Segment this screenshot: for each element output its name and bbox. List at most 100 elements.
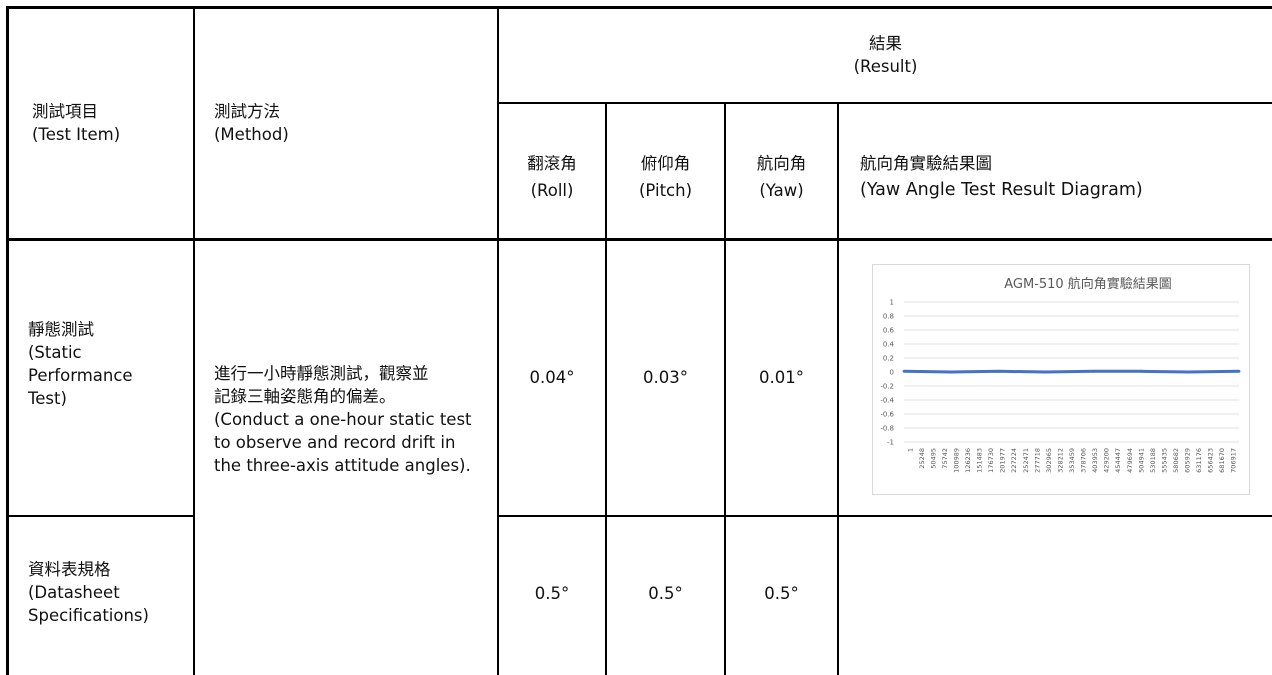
chart-y-tick-label: 0.2 [883,355,894,363]
chart-point [1139,369,1143,373]
chart-y-tick-label: 0.4 [883,341,895,349]
chart-x-tick-label: 479694 [1126,448,1134,473]
row-static-yaw: 0.01° [759,368,804,387]
table-border-left [6,6,9,675]
chart-y-tick-label: 0.6 [883,327,895,335]
header-diagram-en: (Yaw Angle Test Result Diagram) [860,180,1143,200]
header-roll-zh: 翻滾角 [527,154,577,173]
chart-y-tick-label: -0.6 [880,411,894,419]
row-datasheet-yaw: 0.5° [764,584,799,603]
chart-x-tick-label: 302965 [1045,448,1053,473]
row-static-item-en-1: (Static [28,343,82,362]
col-divider-1 [193,6,195,675]
chart-point [902,369,906,373]
chart-x-tick-label: 580682 [1172,448,1180,473]
chart-x-tick-label: 530188 [1149,448,1157,473]
chart-x-tick-label: 75742 [941,448,949,469]
chart-x-tick-label: 50495 [929,448,937,469]
header-roll-en: (Roll) [530,181,574,200]
header-yaw: 航向角 (Yaw) [726,150,837,204]
chart-point [1186,370,1190,374]
col-divider-2 [497,6,499,675]
header-method-zh: 測試方法 [214,102,280,121]
header-result-zh: 結果 [869,34,902,53]
chart-x-tick-label: 631176 [1195,448,1203,473]
header-diagram: 航向角實驗結果圖 (Yaw Angle Test Result Diagram) [860,150,1265,204]
chart-y-tick-label: -0.4 [880,397,894,405]
chart-y-tick-label: -1 [887,439,894,447]
chart-y-tick-label: -0.2 [880,383,894,391]
chart-x-tick-label: 252471 [1022,448,1030,473]
col-divider-5 [837,103,839,675]
result-divider [497,102,1272,104]
row-datasheet-roll: 0.5° [534,584,570,603]
chart-y-tick-label: 0.8 [883,313,894,321]
chart-point [1237,369,1241,373]
header-test-item-zh: 測試項目 [32,102,98,121]
chart-x-tick-label: 201977 [999,448,1007,473]
chart-x-tick-label: 656423 [1207,448,1215,473]
header-pitch: 俯仰角 (Pitch) [607,150,724,204]
chart-point [1092,369,1095,373]
row-divider-left [6,515,194,517]
chart-x-tick-label: 1 [906,448,914,452]
row-datasheet-item: 資料表規格 (Datasheet Specifications) [28,558,193,627]
chart-x-tick-label: 454447 [1114,448,1122,473]
chart-x-tick-label: 100989 [952,448,960,473]
chart-x-tick-label: 277718 [1033,448,1041,473]
row-datasheet-item-en-1: (Datasheet [28,583,120,602]
chart-point [997,369,1001,373]
row-static-item: 靜態測試 (Static Performance Test) [28,318,190,410]
chart-series-line [903,369,1240,374]
chart-x-tick-label: 504941 [1137,448,1145,473]
chart-point [1044,370,1048,374]
yaw-angle-chart: AGM-510 航向角實驗結果圖 1 0.8 0.6 0.4 0.2 0 -0.2 -0.4 -… [872,264,1250,495]
row-datasheet-item-zh: 資料表規格 [28,560,111,579]
col-divider-3 [605,103,607,675]
header-test-item: 測試項目 (Test Item) [18,100,188,146]
header-result-en: (Result) [853,57,918,76]
row-datasheet-item-en-2: Specifications) [28,606,149,625]
header-yaw-zh: 航向角 [756,154,807,173]
header-pitch-zh: 俯仰角 [640,154,691,173]
method-zh-1: 進行一小時靜態測試，觀察並 [214,364,429,383]
row-static-item-zh: 靜態測試 [28,320,94,339]
header-method: 測試方法 (Method) [214,100,484,146]
chart-x-tick-label: 681670 [1218,448,1226,473]
chart-x-tick-label: 25248 [918,448,926,469]
header-yaw-en: (Yaw) [759,181,804,200]
chart-x-tick-label: 706917 [1230,448,1238,473]
row-static-item-en-2: Performance [28,366,133,385]
chart-x-tick-label: 227224 [1010,448,1018,473]
chart-frame [872,264,1250,495]
chart-y-tick-label: 1 [890,299,894,307]
chart-x-tick-label: 605929 [1184,448,1192,473]
chart-x-tick-label: 353459 [1068,448,1076,473]
chart-x-tick-label: 151483 [976,448,984,473]
chart-x-tick-label: 176730 [987,448,995,473]
chart-x-tick-label: 429200 [1103,448,1111,473]
row-datasheet-pitch: 0.5° [648,584,683,603]
method-description: 進行一小時靜態測試，觀察並 記錄三軸姿態角的偏差。 (Conduct a one… [214,362,486,477]
header-method-en: (Method) [214,125,289,144]
row-static-pitch: 0.03° [643,368,688,387]
row-static-roll: 0.04° [529,368,575,387]
chart-x-tick-label: 126236 [964,448,972,473]
chart-x-tick-label: 555435 [1160,448,1168,473]
method-zh-2: 記錄三軸姿態角的偏差。 [214,387,396,406]
chart-point [949,370,953,374]
row-static-item-en-3: Test) [28,389,67,408]
header-test-item-en: (Test Item) [32,125,121,144]
col-divider-4 [724,103,726,675]
chart-y-tick-label: -0.8 [880,425,894,433]
table-border-top [6,6,1272,9]
method-en: (Conduct a one-hour static test to obser… [214,410,472,475]
chart-title: AGM-510 航向角實驗結果圖 [1004,276,1172,292]
chart-x-tick-label: 403953 [1091,448,1099,473]
header-result: 結果 (Result) [499,32,1272,78]
chart-y-tick-label: 0 [890,369,894,377]
header-bottom-border [6,238,1272,241]
header-pitch-en: (Pitch) [638,181,693,200]
chart-x-tick-label: 378706 [1080,448,1088,473]
header-diagram-zh: 航向角實驗結果圖 [860,154,992,173]
